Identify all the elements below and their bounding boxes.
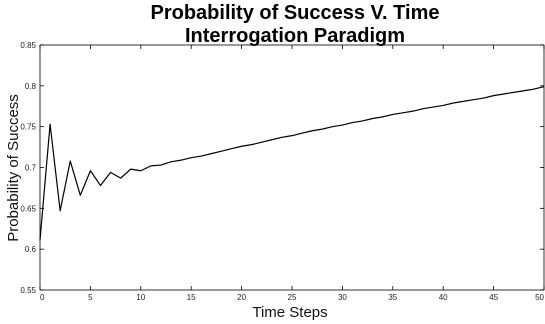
x-tick-label: 10 (136, 293, 145, 302)
x-tick-label: 25 (288, 293, 297, 302)
y-tick-label: 0.8 (25, 82, 37, 91)
y-tick-label: 0.6 (25, 245, 37, 254)
y-axis-ticks: 0.55 0.6 0.65 0.7 0.75 0.8 0.85 (20, 41, 544, 295)
x-axis-label: Time Steps (252, 304, 327, 321)
y-tick-label: 0.85 (20, 41, 36, 50)
x-tick-label: 20 (237, 293, 246, 302)
x-tick-label: 0 (40, 293, 45, 302)
x-tick-label: 45 (489, 293, 498, 302)
y-tick-label: 0.65 (20, 204, 36, 213)
plot-area-frame (39, 44, 545, 291)
y-axis-label: Probability of Success (5, 94, 22, 242)
x-tick-label: 15 (187, 293, 196, 302)
chart-title: Probability of Success V. Time Interroga… (150, 2, 439, 47)
y-tick-label: 0.7 (25, 164, 37, 173)
x-tick-label: 50 (535, 293, 544, 302)
x-tick-label: 40 (439, 293, 448, 302)
chart-title-line-1: Probability of Success V. Time (150, 2, 439, 24)
chart-title-line-2: Interrogation Paradigm (185, 25, 405, 47)
x-tick-label: 35 (388, 293, 397, 302)
x-axis-ticks: 0 5 10 15 20 25 30 35 40 45 50 (39, 45, 545, 302)
y-tick-label: 0.75 (20, 123, 36, 132)
y-tick-label: 0.55 (20, 286, 36, 295)
x-tick-label: 5 (88, 293, 93, 302)
x-tick-label: 30 (338, 293, 347, 302)
series-line (39, 86, 545, 241)
